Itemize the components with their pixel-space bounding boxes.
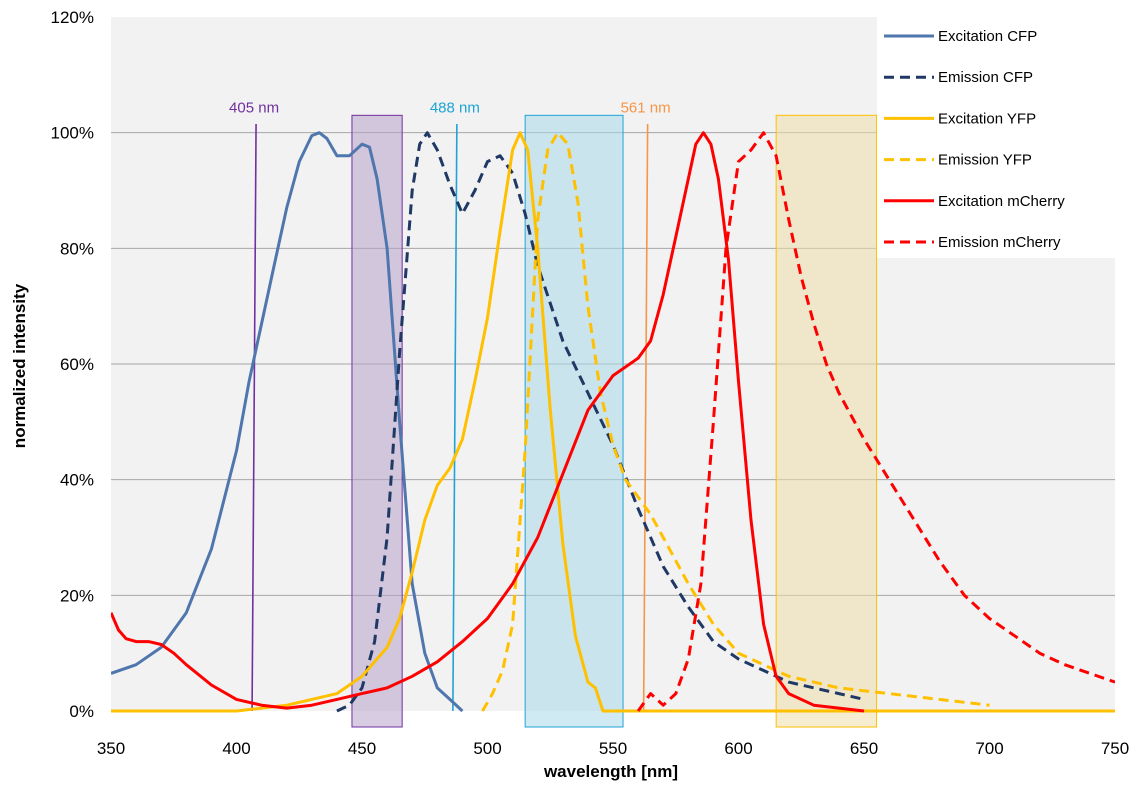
laser-line-561-nm (642, 123, 649, 712)
laser-label: 405 nm (229, 99, 279, 116)
x-tick-label: 550 (599, 739, 627, 758)
y-tick-label: 100% (51, 124, 94, 143)
x-tick-label: 600 (724, 739, 752, 758)
laser-lines: 405 nm 488 nm 561 nm (229, 99, 671, 712)
legend-label: Emission mCherry (938, 234, 1061, 251)
laser-label: 561 nm (621, 99, 671, 116)
series-emission-yfp (481, 131, 990, 712)
x-axis-title: wavelength [nm] (543, 762, 678, 781)
series-excitation-yfp (111, 131, 1115, 713)
laser-line-405-nm (251, 123, 257, 712)
y-tick-labels: 0% 20% 40% 60% 80% 100% 120% (51, 8, 94, 721)
series-excitation-cfp (111, 131, 464, 713)
y-tick-label: 80% (60, 239, 94, 258)
x-tick-label: 700 (975, 739, 1003, 758)
yellow-band (775, 114, 878, 728)
y-axis-title: normalized intensity (10, 283, 29, 448)
x-tick-label: 750 (1101, 739, 1129, 758)
legend-label: Excitation mCherry (938, 193, 1065, 210)
series-emission-cfp (336, 131, 865, 713)
x-tick-label: 650 (850, 739, 878, 758)
y-tick-label: 60% (60, 355, 94, 374)
y-tick-label: 120% (51, 8, 94, 27)
legend-label: Excitation YFP (938, 110, 1036, 127)
series-emission-mcherry (636, 131, 1115, 712)
series-excitation-mcherry (111, 131, 865, 713)
x-tick-label: 400 (222, 739, 250, 758)
y-tick-label: 40% (60, 471, 94, 490)
x-tick-label: 350 (97, 739, 125, 758)
y-tick-label: 20% (60, 586, 94, 605)
legend-label: Emission YFP (938, 152, 1032, 169)
legend-label: Emission CFP (938, 69, 1033, 86)
series-lines (111, 131, 1115, 713)
x-tick-label: 450 (348, 739, 376, 758)
y-tick-label: 0% (69, 702, 94, 721)
x-tick-labels: 350 400 450 500 550 600 650 700 750 (97, 739, 1129, 758)
legend-box (877, 17, 1115, 258)
x-tick-label: 500 (473, 739, 501, 758)
laser-label: 488 nm (430, 99, 480, 116)
legend: Excitation CFP Emission CFP Excitation YFP… (884, 28, 1065, 251)
laser-line-488-nm (452, 123, 458, 712)
legend-label: Excitation CFP (938, 28, 1037, 45)
